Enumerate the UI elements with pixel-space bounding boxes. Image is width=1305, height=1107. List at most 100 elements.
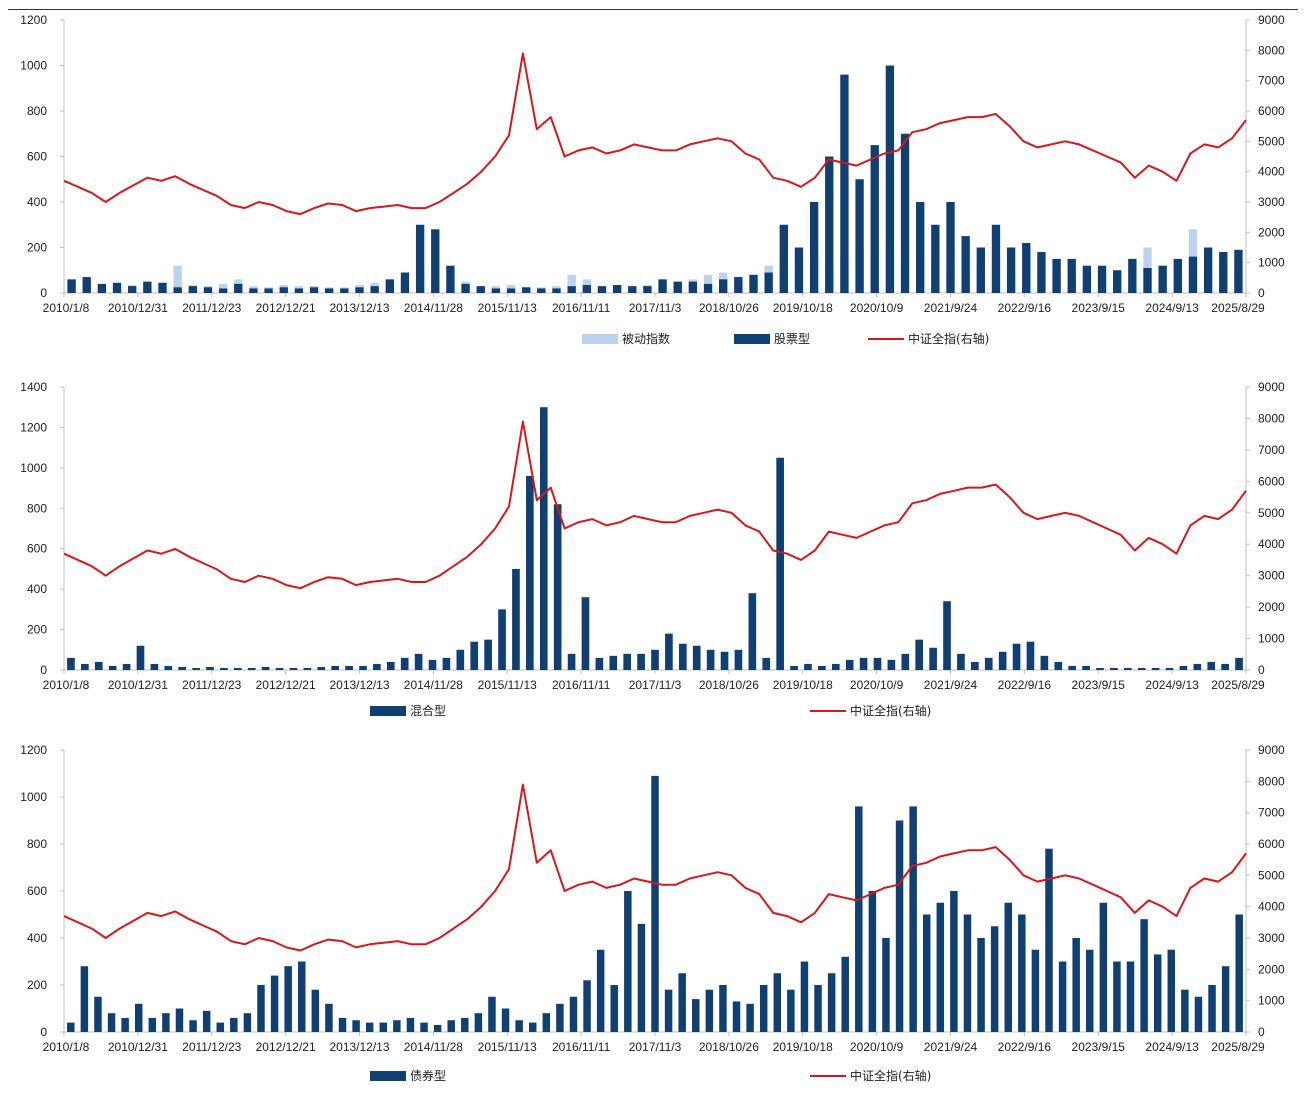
- bar-fund: [705, 989, 714, 1032]
- legend-label: 混合型: [410, 703, 446, 718]
- x-tick-label: 2011/12/23: [182, 1040, 241, 1054]
- bar-fund: [1067, 258, 1076, 293]
- bar-fund: [216, 1022, 224, 1032]
- right-tick-label: 5000: [1258, 506, 1285, 520]
- bar-fund: [264, 288, 273, 293]
- x-tick-label: 2016/11/11: [552, 678, 611, 692]
- bar-fund: [581, 597, 590, 670]
- bar-fund: [915, 639, 924, 670]
- bar-fund: [526, 475, 534, 670]
- bar-fund: [870, 145, 879, 293]
- bar-fund: [719, 279, 728, 293]
- bar-fund: [567, 286, 576, 293]
- bar-fund: [845, 659, 854, 670]
- bar-fund: [192, 667, 200, 670]
- x-tick-label: 2018/10/26: [699, 1040, 759, 1054]
- bar-fund: [1158, 265, 1167, 293]
- bar-fund: [692, 999, 700, 1032]
- x-tick-label: 2015/11/13: [478, 678, 537, 692]
- bar-fund: [206, 666, 214, 670]
- x-tick-label: 2020/10/9: [850, 1040, 904, 1054]
- bar-fund: [121, 1017, 129, 1032]
- x-tick-label: 2019/10/18: [773, 1040, 833, 1054]
- bar-fund: [734, 649, 743, 670]
- x-tick-label: 2018/10/26: [699, 301, 759, 315]
- bar-fund: [734, 277, 743, 293]
- bar-fund: [1208, 985, 1216, 1032]
- bar-fund: [270, 975, 279, 1032]
- right-tick-label: 4000: [1258, 900, 1285, 914]
- x-tick-label: 2010/12/31: [108, 678, 168, 692]
- x-tick-label: 2023/9/15: [1072, 678, 1126, 692]
- left-tick-label: 800: [27, 501, 47, 515]
- bar-fund: [385, 279, 394, 293]
- bar-fund: [317, 666, 326, 670]
- bar-fund: [175, 1008, 184, 1032]
- bar-fund: [447, 1020, 455, 1032]
- bar-fund: [963, 914, 972, 1032]
- bar-fund: [764, 272, 773, 293]
- right-tick-label: 3000: [1258, 195, 1285, 209]
- legend-label: 中证全指(右轴): [908, 331, 989, 346]
- bar-fund: [456, 649, 465, 670]
- bar-fund: [901, 653, 910, 670]
- right-tick-label: 6000: [1258, 474, 1285, 488]
- bar-fund: [370, 286, 379, 293]
- bar-fund: [794, 247, 804, 293]
- right-tick-label: 7000: [1258, 74, 1285, 88]
- bar-fund: [804, 663, 812, 670]
- x-tick-label: 2011/12/23: [182, 678, 241, 692]
- bar-fund: [1045, 848, 1053, 1032]
- bar-fund: [80, 966, 89, 1032]
- left-tick-label: 0: [40, 286, 47, 300]
- x-tick-label: 2022/9/16: [998, 1040, 1052, 1054]
- chart-panel-middle: 0 200 400 600 800 1000 1200 1400 0 1000 2000 3000 40…: [20, 380, 1285, 718]
- left-tick-label: 400: [27, 931, 47, 945]
- bar-fund: [1235, 914, 1243, 1032]
- x-tick-label: 2013/12/13: [329, 1040, 389, 1054]
- bar-fund: [331, 665, 339, 670]
- bar-fund: [1173, 258, 1182, 293]
- bar-fund: [484, 639, 492, 670]
- x-tick-label: 2010/1/8: [43, 1040, 90, 1054]
- bar-fund: [359, 665, 367, 670]
- bar-fund: [759, 985, 768, 1032]
- bar-fund: [1058, 961, 1067, 1032]
- bar-passive: [567, 274, 576, 293]
- right-tick-label: 2000: [1258, 600, 1285, 614]
- bar-fund: [1181, 989, 1189, 1032]
- bar-fund: [596, 949, 605, 1032]
- x-tick-label: 2013/12/13: [329, 678, 389, 692]
- left-tick-label: 600: [27, 542, 47, 556]
- bar-fund: [433, 1024, 442, 1032]
- bar-fund: [658, 279, 667, 293]
- bar-fund: [379, 1022, 388, 1032]
- bar-fund: [1086, 949, 1094, 1032]
- bar-fund: [957, 653, 965, 670]
- x-tick-label: 2014/11/28: [404, 301, 463, 315]
- bar-fund: [1153, 954, 1162, 1032]
- bar-fund: [732, 1001, 741, 1032]
- bar-fund: [81, 663, 89, 670]
- left-tick-label: 400: [27, 582, 47, 596]
- bar-fund: [825, 156, 834, 293]
- bar-fund: [257, 985, 265, 1032]
- x-tick-label: 2015/11/13: [478, 301, 537, 315]
- bar-fund: [400, 657, 409, 670]
- left-tick-label: 1000: [20, 790, 47, 804]
- bar-fund: [1126, 961, 1135, 1032]
- bar-fund: [158, 282, 167, 293]
- bar-fund: [841, 956, 849, 1032]
- bar-fund: [1219, 252, 1228, 293]
- bar-fund: [931, 224, 940, 293]
- bar-fund: [1140, 919, 1148, 1032]
- bar-fund: [203, 287, 213, 293]
- bar-fund: [539, 407, 548, 670]
- left-tick-label: 1000: [20, 59, 47, 73]
- x-tick-label: 2012/12/21: [256, 678, 316, 692]
- left-tick-label: 200: [27, 241, 47, 255]
- bar-fund: [476, 286, 485, 293]
- x-tick-label: 2025/8/29: [1211, 301, 1265, 315]
- bar-fund: [284, 966, 292, 1032]
